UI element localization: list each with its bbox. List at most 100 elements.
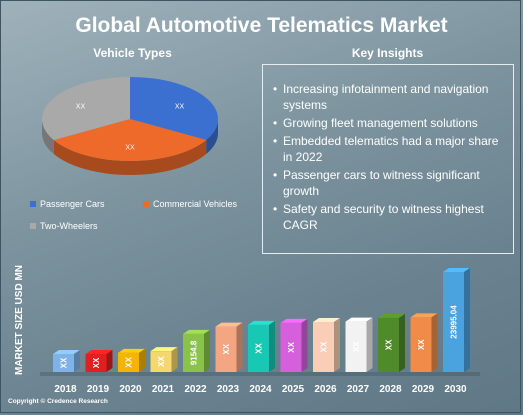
x-tick-label: 2018 — [54, 384, 77, 395]
legend-label: Two-Wheelers — [40, 221, 98, 231]
x-tick-label: 2021 — [152, 384, 175, 395]
bar-data-label: XX — [385, 339, 394, 350]
x-tick-label: 2025 — [282, 384, 305, 395]
legend-label: Passenger Cars — [40, 199, 105, 209]
insight-item: Growing fleet management solutions — [273, 115, 507, 131]
legend-item-two-wheelers: Two-Wheelers — [30, 221, 98, 231]
x-tick-label: 2027 — [347, 384, 370, 395]
bar-front — [443, 272, 464, 372]
bar-top — [85, 350, 113, 354]
bar-top — [313, 318, 340, 322]
bar-side — [301, 318, 308, 372]
bar-front — [215, 326, 237, 372]
bar-data-label: XX — [287, 341, 296, 352]
x-tick-label: 2030 — [444, 384, 467, 395]
bar-top — [215, 322, 243, 327]
bar-top — [183, 329, 210, 334]
y-axis-label: MARKET SIZE USD MN — [14, 265, 25, 375]
legend-swatch — [143, 201, 149, 207]
bar-baseline — [40, 372, 480, 376]
bar-front — [410, 317, 432, 372]
bar-2027 — [345, 317, 373, 372]
bar-data-label: XX — [417, 339, 426, 350]
bar-2020 — [118, 348, 145, 372]
bar-side — [74, 350, 80, 372]
bar-side — [399, 313, 405, 372]
bar-front — [53, 354, 74, 372]
bar-front — [345, 321, 367, 372]
bar-data-label: 9154.8 — [190, 340, 199, 365]
bar-top — [248, 320, 275, 325]
bar-2021 — [150, 347, 178, 372]
pie-slice-label: XX — [175, 103, 185, 110]
bar-top — [443, 268, 470, 273]
legend-item-commercial-vehicles: Commercial Vehicles — [143, 199, 237, 209]
pie-slice-passenger-cars — [130, 77, 219, 140]
bar-top — [378, 313, 405, 318]
bar-front — [248, 324, 269, 372]
legend-item-passenger-cars: Passenger Cars — [30, 199, 105, 209]
bar-data-label: XX — [320, 341, 329, 352]
x-tick-label: 2029 — [412, 384, 435, 395]
bar-side — [106, 350, 113, 372]
pie-slice-label: XX — [125, 144, 135, 151]
x-tick-label: 2019 — [87, 384, 110, 395]
bar-2025 — [280, 318, 308, 372]
bar-2029 — [410, 313, 438, 372]
insights-list: Increasing infotainment and navigation s… — [263, 65, 513, 233]
bar-2022 — [183, 329, 210, 372]
bar-side — [236, 322, 243, 372]
bar-front — [280, 322, 302, 372]
key-insights-heading: Key Insights — [351, 46, 424, 60]
bar-2028 — [378, 313, 405, 372]
bar-data-label: XX — [255, 342, 264, 353]
bar-side — [366, 317, 373, 372]
bar-2018 — [53, 350, 80, 372]
bar-data-label: XX — [92, 357, 101, 368]
x-tick-label: 2028 — [379, 384, 402, 395]
x-tick-label: 2023 — [217, 384, 240, 395]
bar-front — [118, 352, 139, 372]
bar-data-label: XX — [125, 356, 134, 367]
bar-top — [345, 317, 373, 322]
bar-data-label: 23995.04 — [450, 305, 459, 339]
bar-2030 — [443, 268, 470, 372]
bar-side — [334, 318, 340, 372]
pie-side-1 — [53, 140, 207, 175]
bar-front — [313, 322, 334, 372]
bar-data-label: XX — [157, 356, 166, 367]
bar-top — [280, 318, 308, 323]
bar-2019 — [85, 350, 113, 372]
copyright-text: Copyright © Credence Research — [8, 398, 108, 405]
bar-2023 — [215, 322, 243, 372]
bar-top — [118, 348, 145, 353]
bar-top — [150, 347, 178, 352]
insight-item: Passenger cars to witness significant gr… — [273, 167, 507, 199]
bar-data-label: XX — [352, 341, 361, 352]
bar-2026 — [313, 318, 340, 372]
bar-front — [378, 317, 399, 372]
bar-front — [150, 351, 172, 372]
bar-side — [171, 347, 178, 372]
pie-side-2 — [42, 119, 54, 154]
bar-top — [53, 350, 80, 354]
legend-swatch — [30, 223, 36, 229]
legend-label: Commercial Vehicles — [153, 199, 238, 209]
vehicle-types-heading: Vehicle Types — [93, 46, 172, 60]
key-insights-box: Increasing infotainment and navigation s… — [262, 64, 514, 254]
bar-side — [139, 348, 145, 372]
bar-top — [410, 313, 438, 318]
pie-side-0 — [206, 119, 218, 154]
bar-front — [183, 333, 204, 372]
insight-item: Safety and security to witness highest C… — [273, 201, 507, 233]
pie-chart: XX XX XX — [41, 77, 219, 175]
legend-swatch — [30, 201, 36, 207]
bar-2024 — [248, 320, 275, 372]
bar-data-label: XX — [60, 357, 69, 368]
bar-side — [204, 329, 210, 372]
insight-item: Embedded telematics had a major share in… — [273, 133, 507, 165]
bar-side — [464, 268, 470, 372]
